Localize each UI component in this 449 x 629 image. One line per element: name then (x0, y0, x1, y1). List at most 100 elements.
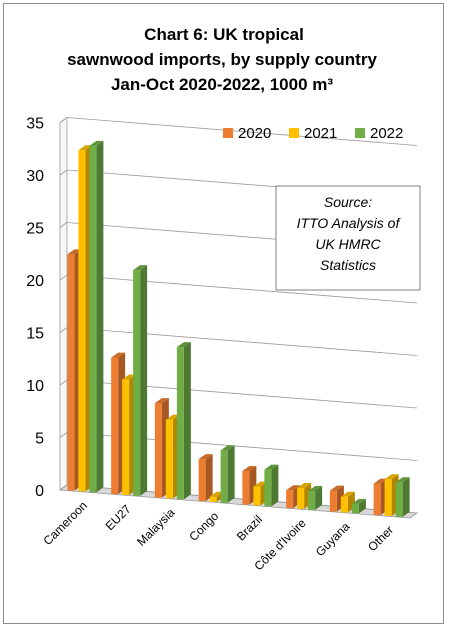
y-tick-label: 35 (26, 116, 44, 133)
gridline-side-30 (59, 169, 68, 176)
source-line-1: Source: (324, 194, 372, 210)
bar-side (402, 477, 410, 517)
bar-front (122, 379, 130, 495)
bar-top (308, 485, 323, 491)
bar-front (384, 479, 392, 516)
y-tick-label: 0 (35, 483, 44, 500)
legend-label-2021: 2021 (304, 125, 337, 142)
bar-eu27-2022 (133, 265, 148, 496)
bar-front (154, 403, 162, 498)
y-tick-label: 5 (35, 431, 44, 448)
gridline-side-0 (59, 484, 68, 491)
bar-top (264, 464, 279, 470)
bar-front (111, 357, 119, 495)
bar-front (286, 490, 294, 509)
bar-front (220, 450, 228, 503)
side-wall (59, 116, 68, 491)
bar-top (220, 445, 235, 451)
bar-front (165, 419, 173, 499)
bar-top (122, 374, 137, 380)
bar-front (253, 486, 261, 506)
y-tick-label: 30 (26, 168, 44, 185)
bar-side (227, 445, 235, 503)
bar-front (89, 145, 97, 493)
y-axis-ticks: 0 5 10 15 20 25 30 35 (26, 116, 44, 501)
y-tick-label: 20 (26, 273, 44, 290)
bar-front (78, 150, 86, 492)
source-box-border (275, 185, 421, 291)
legend-swatch-2020 (223, 128, 233, 138)
bar-top (340, 491, 355, 497)
chart-title-line-2: sawnwood imports, by supply country (67, 50, 377, 69)
bar-top (395, 477, 410, 483)
x-category-label: Brazil (234, 512, 265, 543)
x-category-label: Malaysia (134, 505, 178, 549)
bar-malaysia-2022 (176, 342, 191, 500)
bar-side (271, 464, 279, 507)
x-category-label: Guyana (313, 519, 353, 559)
source-line-4: Statistics (320, 257, 376, 273)
bar-front (308, 490, 316, 510)
chart-title-line-1: Chart 6: UK tropical (144, 25, 304, 44)
bar-c-te-d-ivoire-2022 (308, 485, 323, 510)
bar-top (165, 414, 180, 420)
gridline-20 (66, 274, 418, 304)
gridline-side-25 (59, 222, 68, 228)
bar-other-2022 (395, 477, 410, 517)
bar-front (340, 496, 348, 513)
bar-guyana-2022 (351, 498, 366, 514)
bar-top (133, 265, 148, 271)
x-category-label: Other (365, 523, 396, 554)
x-category-label: Congo (186, 509, 221, 544)
bar-top (209, 491, 224, 497)
gridline-35 (66, 117, 418, 146)
bar-front (133, 270, 141, 496)
x-category-label: EU27 (103, 502, 134, 533)
bar-side (183, 342, 191, 500)
bar-congo-2022 (220, 445, 235, 503)
chart-title-line-3: Jan-Oct 2020-2022, 1000 m³ (111, 75, 333, 94)
gridline-side-20 (59, 274, 68, 281)
bar-top (351, 498, 366, 504)
bar-top (329, 485, 344, 491)
bar-cameroon-2022 (89, 140, 104, 493)
legend-swatch-2021 (289, 128, 299, 138)
source-box: Source: ITTO Analysis of UK HMRC Statist… (275, 185, 421, 291)
bar-top (111, 352, 126, 358)
gridline-side-35 (59, 117, 68, 123)
bars (67, 140, 410, 517)
bar-front (329, 490, 337, 512)
x-category-label: Cameroon (40, 498, 90, 548)
bar-brazil-2022 (264, 464, 279, 507)
bar-top (198, 454, 213, 460)
bar-front (297, 487, 305, 509)
bar-side (96, 140, 104, 493)
bar-top (286, 485, 301, 491)
bar-top (176, 342, 191, 348)
bar-side (140, 265, 148, 496)
bar-side (315, 485, 323, 510)
gridline-15 (66, 327, 418, 356)
legend-label-2020: 2020 (238, 125, 271, 142)
bar-front (351, 503, 359, 514)
y-tick-label: 15 (26, 326, 44, 343)
bar-top (67, 249, 82, 255)
bar-front (176, 347, 184, 500)
bar-side (205, 454, 213, 502)
bar-top (242, 465, 257, 471)
bar-top (384, 474, 399, 480)
gridline-side-15 (59, 327, 68, 333)
bar-top (154, 398, 169, 404)
legend-label-2022: 2022 (370, 125, 403, 142)
gridline-side-5 (59, 432, 68, 438)
source-line-3: UK HMRC (315, 236, 381, 252)
legend: 2020 2021 2022 (223, 125, 403, 142)
bar-front (373, 483, 381, 516)
bar-front (209, 496, 217, 502)
bar-front (198, 459, 206, 502)
bar-congo-2020 (198, 454, 213, 502)
bar-top (253, 481, 268, 487)
bar-front (264, 469, 272, 507)
legend-swatch-2022 (355, 128, 365, 138)
